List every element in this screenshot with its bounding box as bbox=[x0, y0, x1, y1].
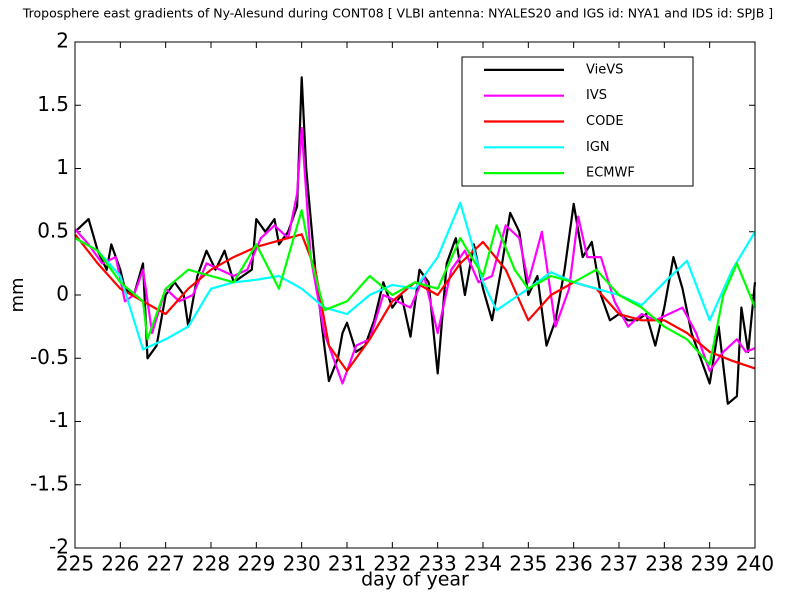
legend-label: CODE bbox=[586, 114, 624, 129]
x-tick-label: 236 bbox=[555, 552, 593, 576]
y-tick-label: 1 bbox=[56, 155, 69, 179]
series-line bbox=[74, 233, 756, 372]
x-tick-label: 229 bbox=[237, 552, 275, 576]
series-line bbox=[74, 201, 756, 351]
plot-frame bbox=[74, 41, 756, 549]
chart-title: Troposphere east gradients of Ny-Alesund… bbox=[22, 6, 773, 21]
x-tick-label: 237 bbox=[600, 552, 638, 576]
y-tick-label: -0.5 bbox=[30, 345, 69, 369]
x-tick-label: 225 bbox=[56, 552, 94, 576]
x-tick-label: 238 bbox=[645, 552, 683, 576]
x-tick-label: 231 bbox=[328, 552, 366, 576]
x-tick-label: 239 bbox=[691, 552, 729, 576]
x-tick-label: 230 bbox=[283, 552, 321, 576]
y-axis-label: mm bbox=[7, 277, 28, 312]
x-axis-label: day of year bbox=[361, 569, 469, 591]
legend-label: IVS bbox=[586, 88, 607, 103]
x-tick-label: 232 bbox=[373, 552, 411, 576]
legend: VieVS IVS CODE IGN ECMWF bbox=[461, 56, 694, 187]
y-tick-label: 2 bbox=[56, 29, 69, 53]
x-tick-label: 235 bbox=[509, 552, 547, 576]
x-tick-label: 228 bbox=[192, 552, 230, 576]
legend-label: VieVS bbox=[586, 62, 623, 77]
x-tick-label: 240 bbox=[736, 552, 774, 576]
series-line bbox=[74, 126, 756, 385]
x-tick-label: 226 bbox=[101, 552, 139, 576]
x-tick-label: 233 bbox=[419, 552, 457, 576]
legend-label: ECMWF bbox=[586, 166, 635, 181]
y-tick-label: 0 bbox=[56, 282, 69, 306]
series-line bbox=[74, 209, 757, 366]
legend-label: IGN bbox=[586, 140, 610, 155]
x-tick-label: 227 bbox=[147, 552, 185, 576]
y-tick-label: 1.5 bbox=[37, 92, 69, 116]
x-tick-label: 234 bbox=[464, 552, 502, 576]
y-tick-label: -1 bbox=[49, 408, 69, 432]
y-tick-label: 0.5 bbox=[37, 218, 69, 242]
y-tick-label: -2 bbox=[49, 535, 69, 559]
y-tick-label: -1.5 bbox=[30, 471, 69, 495]
